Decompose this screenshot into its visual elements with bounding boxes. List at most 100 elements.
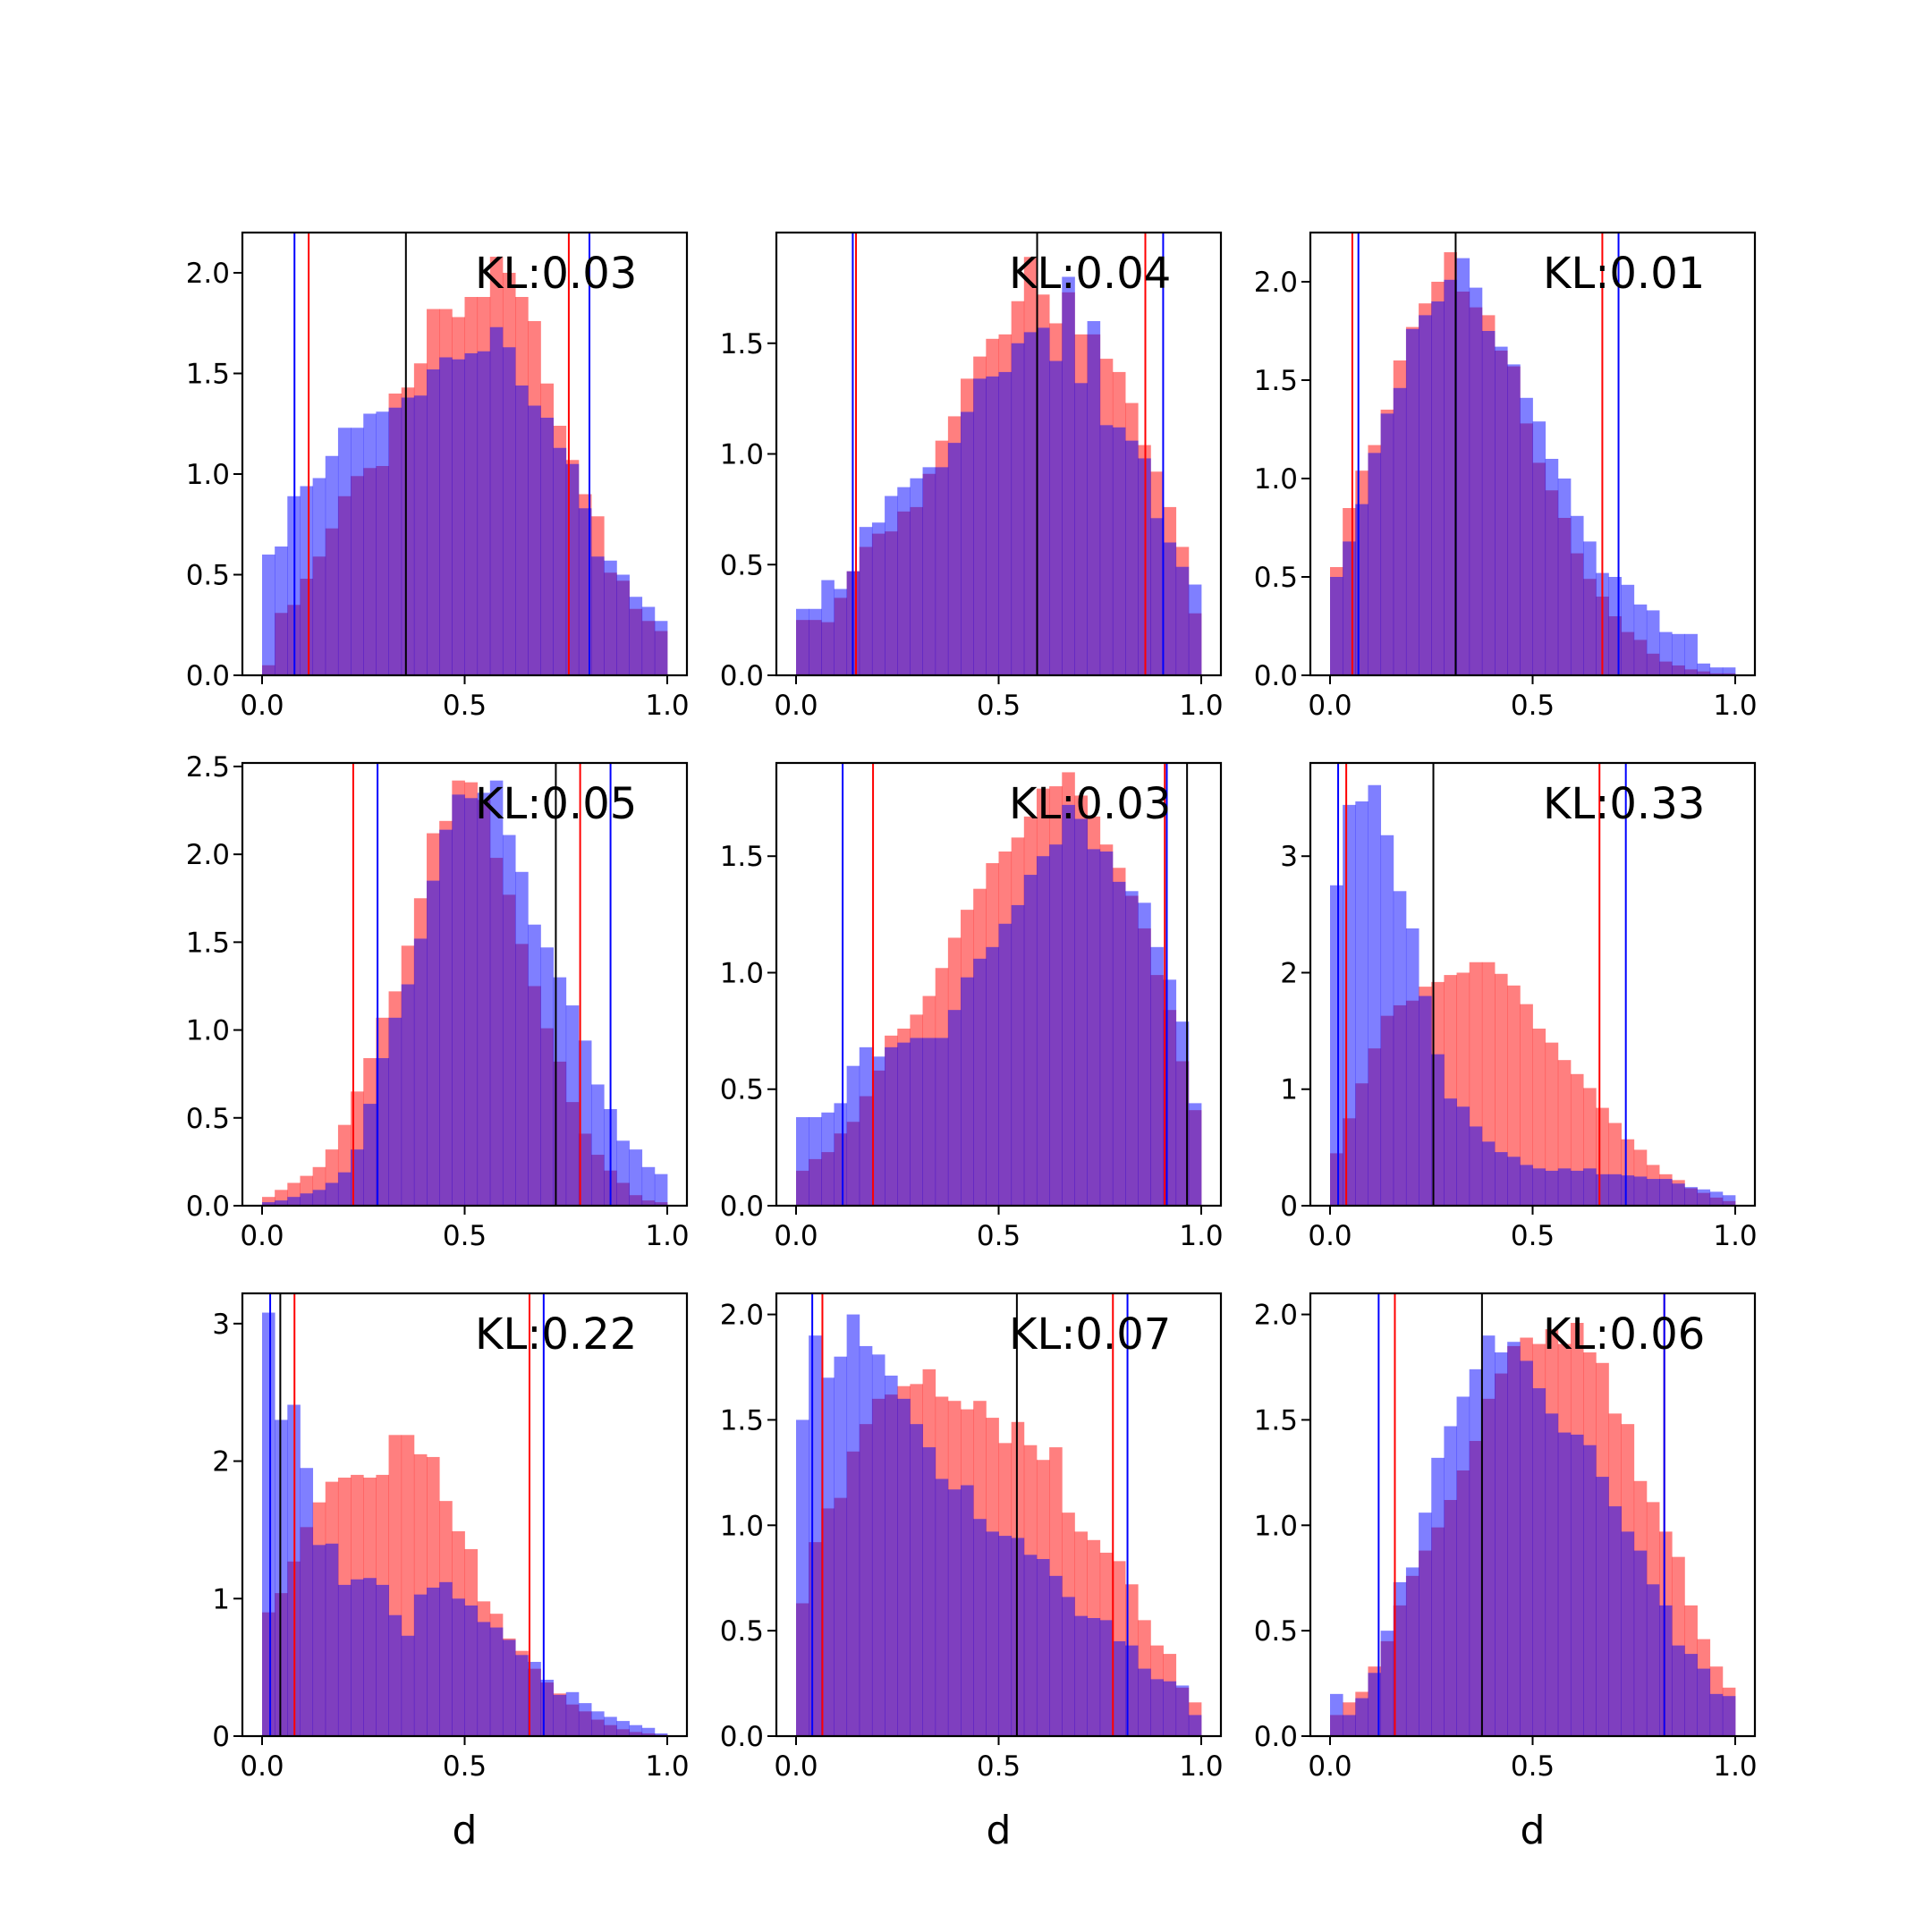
subplot-4: 0.0 0.5 1.0 0.0 0.5 1.0 1.5 2.0 2.5 KL:0.05 [186,751,690,1252]
blue-bar [1087,321,1101,675]
blue-bar [961,411,974,675]
blue-bar [275,1200,288,1206]
blue-bar [947,443,962,676]
y-tick-label: 1.0 [186,1015,230,1047]
blue-bar [1380,1631,1394,1736]
x-tick-label: 0.0 [240,1750,284,1783]
blue-bar [312,478,326,675]
blue-bar [1520,1360,1533,1736]
y-tick-label: 2 [1280,957,1298,989]
blue-bar [1456,1106,1470,1206]
x-tick-label: 0.0 [240,1220,284,1252]
blue-bar [1684,1654,1698,1736]
blue-bar [1112,427,1126,675]
blue-bar [1405,928,1419,1206]
y-tick-label: 2.0 [186,839,230,871]
blue-bar [1545,1413,1559,1736]
blue-bar [1330,577,1343,675]
blue-bar [1393,891,1407,1206]
x-tick-label: 1.0 [1713,1750,1757,1783]
blue-bar [1138,902,1151,1206]
y-tick-label: 3 [212,1309,230,1341]
blue-bar [1672,1645,1685,1736]
y-tick-label: 0.0 [1254,660,1298,692]
blue-bar [1138,1668,1151,1736]
y-tick-label: 0.0 [186,660,230,692]
x-tick-label: 0.0 [240,690,284,722]
blue-bar [1380,413,1394,675]
x-tick-label: 0.0 [774,1220,818,1252]
blue-bar [401,397,415,675]
blue-bar [1049,1575,1063,1736]
blue-bar [1330,885,1343,1206]
blue-bar [1545,459,1559,675]
blue-bar [1343,1715,1356,1736]
blue-bar [1709,1693,1724,1736]
y-tick-label: 1.0 [720,439,764,471]
blue-bar [1621,1175,1635,1206]
blue-bar [515,386,529,675]
blue-bar [986,1531,999,1736]
blue-bar [351,428,364,675]
blue-bar [502,835,516,1206]
blue-bar [325,1543,339,1736]
blue-bar [821,1377,835,1736]
y-tick-label: 0.0 [720,1191,764,1223]
blue-bar [1405,1567,1419,1736]
blue-bar [1608,577,1622,675]
blue-bar [376,1584,389,1736]
blue-histogram [262,780,668,1206]
blue-bar [1646,1584,1660,1736]
y-tick-label: 0.5 [720,1615,764,1648]
y-tick-label: 3 [1280,841,1298,873]
kl-annotation: KL:0.22 [475,1309,637,1360]
blue-bar [325,455,339,675]
blue-bar [1557,1168,1572,1206]
blue-bar [1481,1335,1496,1736]
blue-bar [885,496,898,675]
blue-histogram [796,804,1202,1206]
blue-bar [796,1419,809,1736]
blue-bar [439,829,453,1206]
x-tick-label: 0.5 [977,690,1021,722]
blue-bar [591,1084,605,1206]
blue-bar [986,946,999,1206]
blue-bar [1697,1668,1711,1736]
y-tick-label: 0.0 [1254,1721,1298,1753]
red-bar [1520,1004,1533,1206]
blue-bar [1520,1165,1533,1206]
x-tick-label: 0.5 [977,1220,1021,1252]
blue-bar [376,411,389,675]
blue-bar [1087,849,1101,1206]
y-tick-label: 1 [1280,1074,1298,1106]
kl-annotation: KL:0.33 [1543,779,1705,829]
blue-bar [922,1038,936,1206]
blue-bar [1431,301,1445,675]
blue-bar [1011,343,1025,675]
kl-annotation: KL:0.01 [1543,249,1705,299]
blue-bar [363,1104,377,1206]
blue-bar [846,1065,860,1206]
blue-bar [846,1314,860,1736]
blue-bar [1444,1426,1457,1736]
x-tick-label: 1.0 [1179,1220,1223,1252]
blue-bar [1633,604,1648,675]
kl-annotation: KL:0.07 [1009,1309,1171,1360]
blue-bar [910,1424,923,1736]
blue-bar [1557,1432,1572,1736]
blue-bar [1036,1559,1050,1736]
blue-bar [337,1172,352,1206]
blue-bar [1175,566,1190,675]
blue-bar [1099,852,1114,1206]
blue-bar [641,1727,656,1736]
y-tick-label: 2.0 [1254,267,1298,299]
blue-bar [1444,279,1457,675]
blue-bar [809,608,822,675]
kl-annotation: KL:0.04 [1009,249,1171,299]
blue-bar [1112,881,1126,1206]
blue-bar [477,792,491,1206]
blue-bar [947,1489,962,1736]
blue-bar [1532,1388,1546,1736]
blue-bar [388,407,402,675]
blue-bar [1049,844,1063,1206]
